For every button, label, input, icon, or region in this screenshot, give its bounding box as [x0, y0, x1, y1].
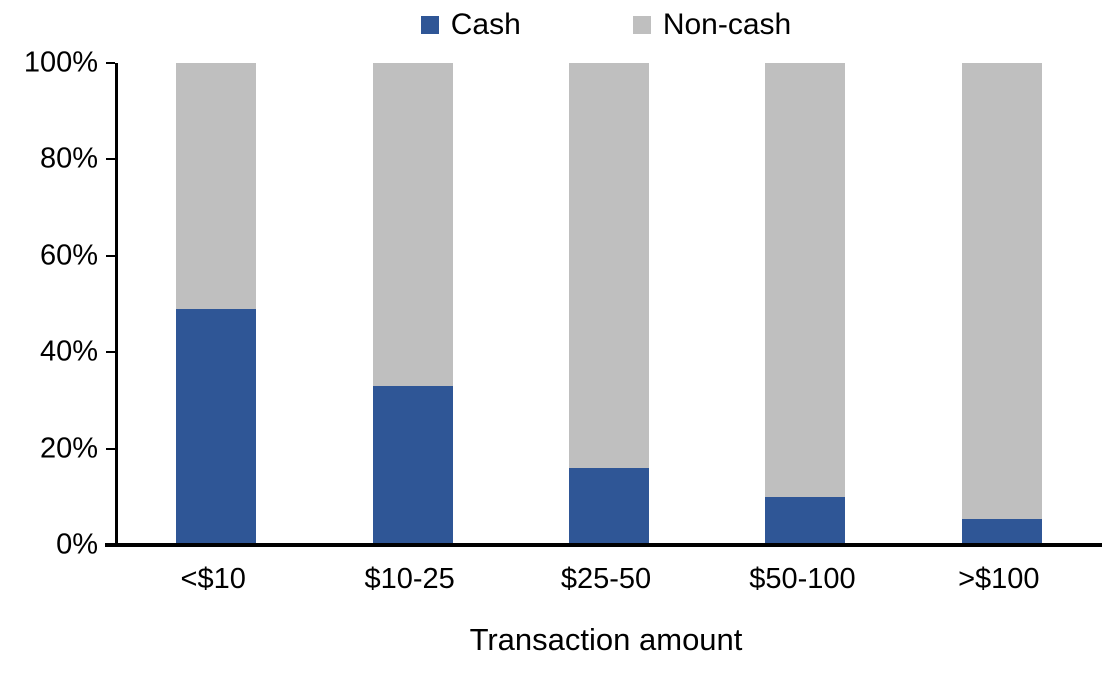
x-axis-tick-labels: <$10 $10-25 $25-50 $50-100 >$100: [115, 565, 1097, 594]
bar-segment-cash: [372, 385, 453, 545]
bar-slot: [314, 63, 510, 545]
y-tick-mark: [106, 254, 115, 257]
legend-swatch-icon: [632, 16, 651, 34]
y-tick-mark: [106, 62, 115, 64]
chart-legend: Cash Non-cash: [115, 10, 1097, 40]
bar-slot: [511, 63, 707, 545]
legend-swatch-icon: [420, 16, 439, 34]
bar-segment-non-cash: [176, 63, 257, 309]
bar-segment-cash: [961, 518, 1042, 545]
x-tick-label: $10-25: [364, 563, 455, 595]
stacked-bar: [372, 63, 453, 545]
bar-slot: [707, 63, 903, 545]
bar-segment-non-cash: [961, 63, 1042, 519]
y-tick-label: 20%: [39, 432, 98, 465]
y-tick-label: 40%: [39, 335, 98, 368]
bar-segment-non-cash: [765, 63, 846, 497]
legend-label: Non-cash: [662, 8, 792, 41]
x-axis-title: Transaction amount: [469, 622, 743, 657]
x-tick-label: $50-100: [749, 563, 856, 595]
y-tick-mark: [106, 447, 115, 450]
bar-slot: [118, 63, 314, 545]
stacked-bar: [765, 63, 846, 545]
y-tick-label: 60%: [39, 239, 98, 272]
x-axis-line: [105, 543, 1102, 547]
x-tick-label: $25-50: [560, 563, 652, 595]
y-tick-mark: [106, 158, 115, 161]
bar-segment-cash: [765, 496, 846, 545]
bar-segment-cash: [176, 308, 257, 545]
bars-group: [118, 63, 1100, 545]
y-tick-label: 0%: [56, 528, 98, 561]
bar-slot: [904, 63, 1100, 545]
x-tick-label: >$100: [958, 563, 1040, 595]
legend-label: Cash: [450, 8, 521, 41]
y-tick-label: 100%: [23, 46, 98, 79]
bar-segment-cash: [569, 467, 650, 545]
y-tick-label: 80%: [39, 142, 98, 175]
stacked-bar: [569, 63, 650, 545]
stacked-bar: [176, 63, 257, 545]
x-tick-label: <$10: [180, 563, 246, 595]
legend-item-non-cash: Non-cash: [632, 8, 792, 41]
legend-item-cash: Cash: [420, 8, 521, 41]
stacked-bar: [961, 63, 1042, 545]
bar-segment-non-cash: [569, 63, 650, 468]
plot-area: 0% 20% 40% 60% 80% 100%: [24, 48, 1102, 559]
bar-segment-non-cash: [372, 63, 453, 386]
y-tick-mark: [106, 351, 115, 354]
